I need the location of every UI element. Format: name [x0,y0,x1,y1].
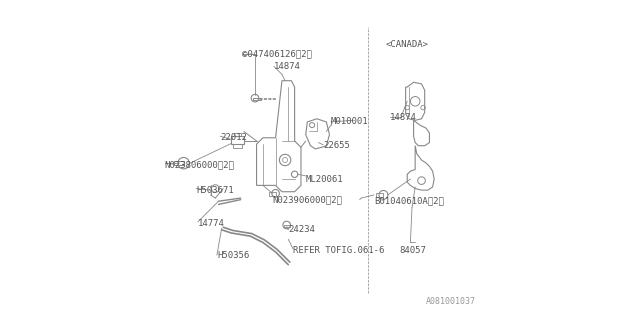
Text: N023906000（2）: N023906000（2） [273,195,342,204]
Text: ©047406126（2）: ©047406126（2） [243,49,312,58]
Text: REFER TOFIG.061-6: REFER TOFIG.061-6 [293,246,385,255]
Text: 84057: 84057 [399,246,426,255]
Text: 24234: 24234 [288,225,315,234]
Text: 14874: 14874 [274,62,301,71]
Text: M010001: M010001 [331,117,369,126]
Text: H503671: H503671 [196,186,234,195]
Text: 22012: 22012 [220,133,247,142]
Text: N023806000（2）: N023806000（2） [164,160,234,169]
Text: A081001037: A081001037 [426,297,476,306]
Text: 14874: 14874 [390,113,417,122]
Text: 14774: 14774 [198,219,225,228]
Text: H50356: H50356 [217,251,249,260]
Text: ML20061: ML20061 [306,174,343,184]
Text: B01040610A（2）: B01040610A（2） [374,197,444,206]
Text: <CANADA>: <CANADA> [386,40,429,49]
Text: 22655: 22655 [323,141,350,150]
